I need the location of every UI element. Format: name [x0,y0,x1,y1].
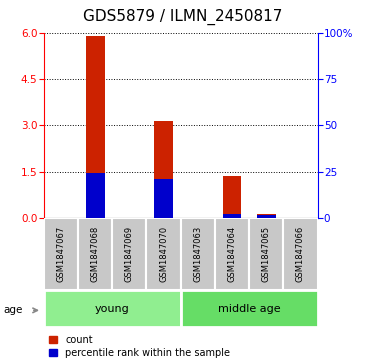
Bar [112,218,146,290]
Bar [249,218,283,290]
Text: GDS5879 / ILMN_2450817: GDS5879 / ILMN_2450817 [83,9,282,25]
Bar [215,218,249,290]
Bar [283,218,318,290]
Bar [78,218,112,290]
Text: GSM1847066: GSM1847066 [296,226,305,282]
Text: GSM1847067: GSM1847067 [57,226,65,282]
Text: GSM1847065: GSM1847065 [262,226,271,282]
Legend: count, percentile rank within the sample: count, percentile rank within the sample [49,335,230,358]
Text: GSM1847068: GSM1847068 [91,226,100,282]
Text: age: age [4,305,23,315]
Text: young: young [95,303,130,314]
Bar [154,121,173,218]
Bar [181,290,318,327]
Text: middle age: middle age [218,303,280,314]
Text: GSM1847064: GSM1847064 [227,226,237,282]
Text: GSM1847069: GSM1847069 [125,226,134,282]
Bar [154,179,173,218]
Text: GSM1847063: GSM1847063 [193,226,202,282]
Bar [86,36,104,218]
Bar [86,174,104,218]
Bar [146,218,181,290]
Bar [223,214,241,218]
Bar [257,214,276,218]
Bar [223,176,241,218]
Bar [44,290,181,327]
Bar [181,218,215,290]
Bar [257,215,276,218]
Text: GSM1847070: GSM1847070 [159,226,168,282]
Bar [44,218,78,290]
